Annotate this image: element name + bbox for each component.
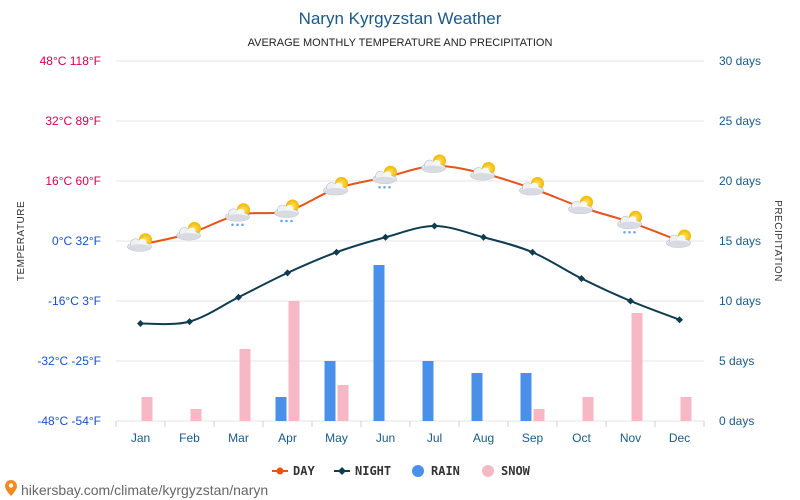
snow-bar bbox=[239, 349, 251, 421]
snow-bar bbox=[141, 397, 153, 421]
left-tick-label: 0°C 32°F bbox=[52, 234, 101, 248]
grid-lines bbox=[115, 60, 705, 427]
left-axis-label: TEMPERATURE bbox=[16, 201, 27, 281]
x-tick-label: Jan bbox=[131, 431, 150, 445]
left-axis-ticks: 48°C 118°F 32°C 89°F 16°C 60°F 0°C 32°F -16°… bbox=[37, 54, 101, 428]
rain-bar bbox=[324, 361, 336, 421]
legend-rain-marker bbox=[412, 465, 424, 477]
x-tick-label: Feb bbox=[179, 431, 200, 445]
sun-cloud-icon bbox=[127, 233, 152, 252]
rain-bar bbox=[373, 265, 385, 421]
sun-cloud-rain-icon bbox=[372, 165, 397, 189]
x-tick-label: Apr bbox=[278, 431, 297, 445]
legend-day-marker bbox=[276, 467, 284, 475]
x-tick-label: Mar bbox=[228, 431, 249, 445]
legend: DAY NIGHT RAIN SNOW bbox=[272, 464, 531, 478]
right-axis-label: PRECIPITATION bbox=[772, 200, 783, 282]
snow-bar bbox=[582, 397, 594, 421]
day-line bbox=[140, 164, 680, 246]
legend-snow-label: SNOW bbox=[501, 464, 531, 478]
temperature-lines bbox=[137, 163, 683, 327]
snow-bar bbox=[631, 313, 643, 421]
night-point bbox=[186, 318, 193, 326]
sun-cloud-rain-icon bbox=[274, 199, 299, 223]
night-point bbox=[676, 316, 683, 324]
snow-bar bbox=[680, 397, 692, 421]
sun-cloud-icon bbox=[176, 222, 201, 241]
rain-bar bbox=[275, 397, 287, 421]
night-point bbox=[137, 320, 144, 327]
night-point bbox=[382, 233, 389, 241]
location-pin-icon bbox=[5, 480, 17, 496]
x-tick-label: Jul bbox=[427, 431, 442, 445]
night-point bbox=[333, 248, 340, 256]
x-axis-ticks: Jan Feb Mar Apr May Jun Jul Aug Sep Oct Nov Dec bbox=[131, 431, 690, 445]
footer-link[interactable]: hikersbay.com/climate/kyrgyzstan/naryn bbox=[21, 482, 268, 498]
rain-bar bbox=[422, 361, 434, 421]
x-tick-label: Oct bbox=[572, 431, 591, 445]
left-tick-label: 32°C 89°F bbox=[45, 114, 101, 128]
legend-day-label: DAY bbox=[293, 464, 315, 478]
right-tick-label: 30 days bbox=[719, 54, 761, 68]
sun-cloud-icon bbox=[519, 177, 544, 196]
left-tick-label: 16°C 60°F bbox=[45, 174, 101, 188]
legend-item-night[interactable]: NIGHT bbox=[334, 464, 391, 478]
sun-cloud-icon bbox=[470, 162, 495, 181]
left-tick-label: 48°C 118°F bbox=[40, 54, 101, 68]
sun-cloud-icon bbox=[421, 154, 446, 173]
x-tick-label: May bbox=[325, 431, 348, 445]
sun-cloud-rain-icon bbox=[225, 203, 250, 227]
x-tick-label: Sep bbox=[522, 431, 544, 445]
night-point bbox=[284, 269, 291, 277]
right-tick-label: 0 days bbox=[719, 414, 754, 428]
x-tick-label: Dec bbox=[669, 431, 690, 445]
legend-snow-marker bbox=[482, 465, 494, 477]
sun-cloud-icon bbox=[323, 177, 348, 196]
right-tick-label: 20 days bbox=[719, 174, 761, 188]
night-point bbox=[480, 233, 487, 241]
night-point bbox=[578, 275, 585, 282]
x-tick-label: Jun bbox=[376, 431, 395, 445]
rain-bar bbox=[520, 373, 532, 421]
footer: hikersbay.com/climate/kyrgyzstan/naryn bbox=[5, 480, 268, 498]
night-point bbox=[627, 297, 634, 305]
right-axis-ticks: 30 days 25 days 20 days 15 days 10 days 5 day… bbox=[719, 54, 761, 428]
chart-title: Naryn Kyrgyzstan Weather bbox=[299, 9, 502, 28]
legend-item-day[interactable]: DAY bbox=[272, 464, 315, 478]
legend-night-marker bbox=[338, 467, 346, 475]
night-point bbox=[529, 248, 536, 256]
legend-item-rain[interactable]: RAIN bbox=[412, 464, 460, 478]
snow-bar bbox=[288, 301, 300, 421]
weather-icons bbox=[127, 154, 691, 252]
snow-bar bbox=[190, 409, 202, 421]
sun-cloud-icon bbox=[568, 195, 593, 215]
night-line bbox=[140, 224, 680, 326]
sun-cloud-rain-icon bbox=[617, 210, 642, 234]
rain-bar bbox=[471, 373, 483, 421]
night-point bbox=[235, 293, 242, 301]
precipitation-bars bbox=[141, 265, 692, 421]
x-tick-label: Aug bbox=[473, 431, 494, 445]
legend-night-label: NIGHT bbox=[355, 464, 391, 478]
chart-subtitle: AVERAGE MONTHLY TEMPERATURE AND PRECIPIT… bbox=[248, 37, 553, 49]
snow-bar bbox=[337, 385, 349, 421]
night-point bbox=[431, 222, 438, 230]
right-tick-label: 15 days bbox=[719, 234, 761, 248]
left-tick-label: -48°C -54°F bbox=[37, 414, 101, 428]
right-tick-label: 10 days bbox=[719, 294, 761, 308]
left-tick-label: -32°C -25°F bbox=[37, 354, 101, 368]
x-tick-label: Nov bbox=[620, 431, 641, 445]
left-tick-label: -16°C 3°F bbox=[48, 294, 101, 308]
right-tick-label: 5 days bbox=[719, 354, 754, 368]
legend-item-snow[interactable]: SNOW bbox=[482, 464, 531, 478]
snow-bar bbox=[533, 409, 545, 421]
legend-rain-label: RAIN bbox=[431, 464, 460, 478]
right-tick-label: 25 days bbox=[719, 114, 761, 128]
sun-cloud-icon bbox=[666, 229, 691, 248]
